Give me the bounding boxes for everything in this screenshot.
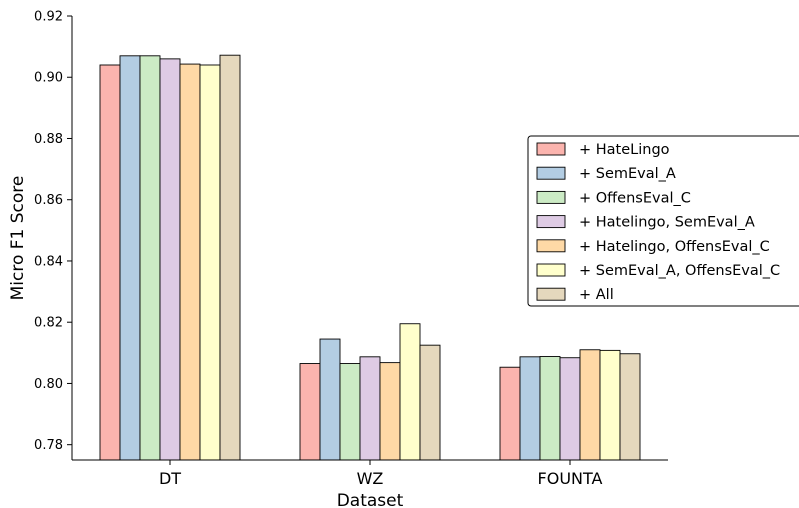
bar-dt-3 <box>159 58 181 461</box>
bar-founta-3 <box>559 357 581 461</box>
bars-group <box>99 54 641 461</box>
legend-swatch <box>536 239 566 253</box>
x-tick-label: FOUNTA <box>538 469 603 488</box>
bar-founta-6 <box>619 353 641 461</box>
bar-wz-6 <box>419 344 441 461</box>
x-ticks-group: DT WZ FOUNTA <box>159 460 603 488</box>
y-ticks-group: 0.78 0.80 0.82 0.84 0.86 0.88 0.90 0.92 <box>34 10 72 453</box>
y-tick-label: 0.80 <box>34 377 63 392</box>
legend-label: + OffensEval_C <box>579 190 691 206</box>
legend-label: + SemEval_A, OffensEval_C <box>579 263 780 279</box>
bar-wz-2 <box>339 363 361 461</box>
legend: + HateLingo + SemEval_A + OffensEval_C + Ha… <box>527 135 799 307</box>
bar-dt-6 <box>219 54 241 461</box>
y-tick-label: 0.82 <box>34 316 63 331</box>
y-tick-label: 0.78 <box>34 438 63 453</box>
legend-swatch <box>536 263 566 277</box>
legend-label: + Hatelingo, OffensEval_C <box>579 239 770 255</box>
legend-swatch <box>536 166 566 180</box>
y-tick-label: 0.88 <box>34 132 63 147</box>
bar-dt-1 <box>119 55 141 461</box>
bar-dt-4 <box>179 63 201 461</box>
y-tick-label: 0.84 <box>34 254 63 269</box>
legend-swatch <box>536 215 566 229</box>
legend-label: + SemEval_A <box>579 166 676 182</box>
legend-label: + HateLingo <box>579 142 670 158</box>
bar-wz-1 <box>319 338 341 461</box>
y-tick-label: 0.92 <box>34 10 63 25</box>
legend-swatch <box>536 190 566 204</box>
legend-label: + All <box>579 287 614 303</box>
bar-dt-5 <box>199 64 221 461</box>
legend-items: + HateLingo + SemEval_A + OffensEval_C + Ha… <box>536 142 780 303</box>
bar-dt-0 <box>99 64 121 461</box>
x-tick-label: WZ <box>357 469 384 488</box>
legend-swatch <box>536 142 566 156</box>
bar-founta-5 <box>599 349 621 461</box>
bar-wz-5 <box>399 323 421 461</box>
x-axis-title: Dataset <box>337 491 404 508</box>
legend-swatch <box>536 287 566 301</box>
bar-founta-2 <box>539 356 561 461</box>
bar-founta-0 <box>499 366 521 461</box>
bar-wz-3 <box>359 356 381 461</box>
bar-founta-1 <box>519 356 541 461</box>
bar-wz-0 <box>299 363 321 461</box>
bar-wz-4 <box>379 362 401 461</box>
bar-founta-4 <box>579 349 601 461</box>
bar-dt-2 <box>139 55 161 461</box>
legend-frame <box>527 135 799 307</box>
legend-label: + Hatelingo, SemEval_A <box>579 215 755 231</box>
y-tick-label: 0.86 <box>34 193 63 208</box>
y-tick-label: 0.90 <box>34 71 63 86</box>
y-axis-title: Micro F1 Score <box>8 176 28 301</box>
x-tick-label: DT <box>159 469 181 488</box>
